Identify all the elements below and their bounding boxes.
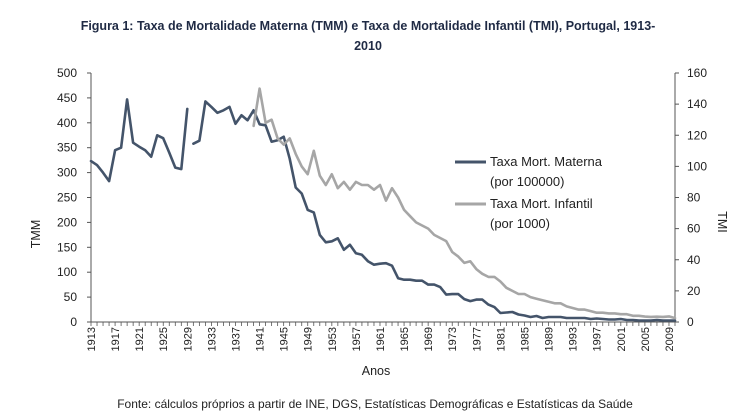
x-tick-label: 2005 [640, 327, 652, 351]
legend: Taxa Mort. Materna (por 100000) Taxa Mor… [455, 154, 603, 231]
x-tick-label: 1945 [279, 327, 291, 351]
x-tick-label: 1961 [375, 327, 387, 351]
x-tick-label: 2009 [664, 327, 676, 351]
x-tick-label: 1953 [327, 327, 339, 351]
x-tick-label: 1993 [568, 327, 580, 351]
chart-title-line2: 2010 [354, 39, 382, 53]
right-tick-label: 100 [687, 159, 707, 173]
right-axis-title: TMI [715, 211, 729, 233]
x-tick-label: 1965 [399, 327, 411, 351]
x-tick-label: 1921 [134, 327, 146, 351]
legend-label-infantil-unit: (por 1000) [490, 216, 550, 231]
legend-label-materna-unit: (por 100000) [490, 174, 564, 189]
left-tick-label: 100 [57, 265, 77, 279]
left-tick-label: 0 [70, 315, 77, 329]
right-tick-label: 40 [687, 253, 701, 267]
left-tick-label: 50 [64, 290, 78, 304]
left-tick-label: 150 [57, 240, 77, 254]
right-tick-label: 120 [687, 128, 707, 142]
x-tick-label: 1969 [423, 327, 435, 351]
x-tick-label: 1985 [519, 327, 531, 351]
left-axis-title: TMM [29, 220, 43, 248]
right-tick-label: 140 [687, 97, 707, 111]
x-tick-label: 1977 [471, 327, 483, 351]
left-tick-label: 500 [57, 66, 77, 80]
right-tick-label: 80 [687, 191, 701, 205]
x-tick-label: 1933 [206, 327, 218, 351]
x-tick-label: 1957 [351, 327, 363, 351]
x-tick-label: 1989 [544, 327, 556, 351]
left-tick-label: 450 [57, 91, 77, 105]
legend-label-materna: Taxa Mort. Materna [490, 154, 603, 169]
x-tick-label: 1941 [255, 327, 267, 351]
right-tick-label: 160 [687, 66, 707, 80]
left-tick-label: 300 [57, 166, 77, 180]
x-tick-label: 1997 [592, 327, 604, 351]
series-line-infantil [252, 87, 677, 320]
x-tick-label: 1913 [86, 327, 98, 351]
x-tick-label: 1917 [110, 327, 122, 351]
x-tick-label: 1949 [303, 327, 315, 351]
x-tick-label: 2001 [616, 327, 628, 351]
right-tick-label: 20 [687, 284, 701, 298]
plot-area: 0 50 100 150 200 250 300 350 400 450 500 0 20 40 60 80 1… [57, 66, 707, 351]
x-tick-label: 1973 [447, 327, 459, 351]
series-line-materna [192, 100, 677, 322]
series-line-materna [89, 98, 189, 183]
left-tick-label: 400 [57, 116, 77, 130]
left-tick-label: 350 [57, 141, 77, 155]
x-tick-label: 1925 [158, 327, 170, 351]
right-tick-label: 0 [687, 315, 694, 329]
x-tick-label: 1937 [230, 327, 242, 351]
x-tick-label: 1929 [182, 327, 194, 351]
left-tick-label: 200 [57, 215, 77, 229]
right-tick-label: 60 [687, 222, 701, 236]
x-tick-label: 1981 [495, 327, 507, 351]
left-tick-label: 250 [57, 191, 77, 205]
legend-label-infantil: Taxa Mort. Infantil [490, 196, 593, 211]
x-axis-title: Anos [362, 364, 391, 378]
source-note: Fonte: cálculos próprios a partir de INE… [117, 397, 633, 411]
chart-title-line1: Figura 1: Taxa de Mortalidade Materna (T… [81, 19, 656, 33]
